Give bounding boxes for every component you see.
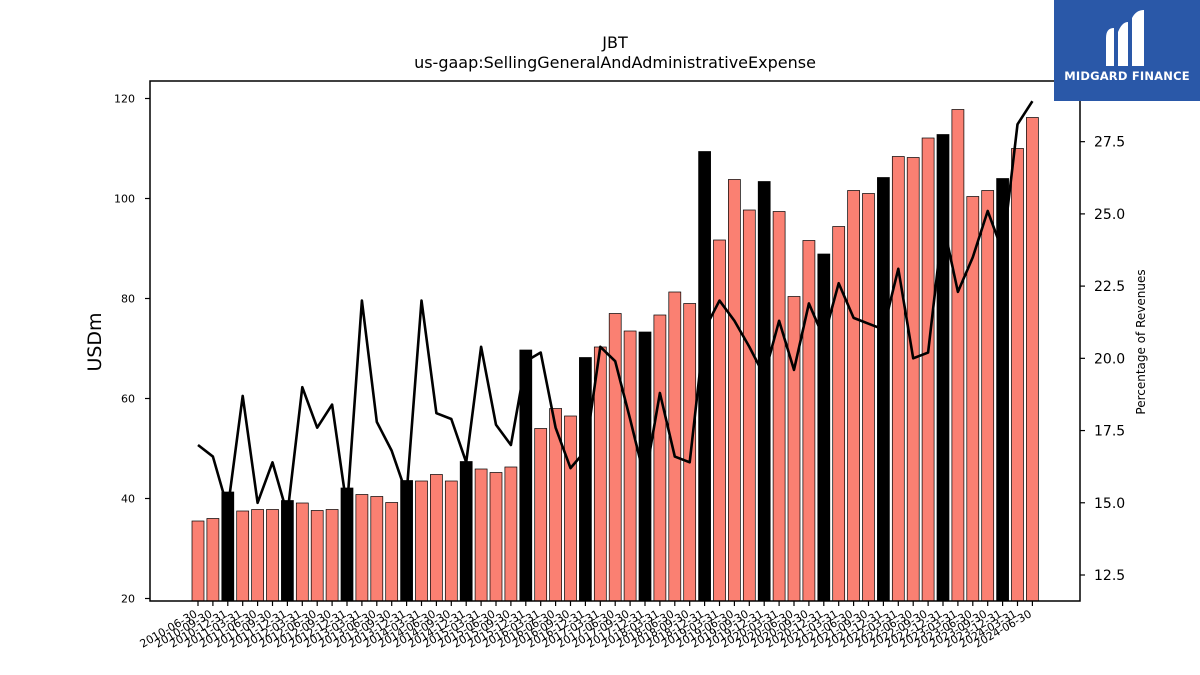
bar-quarter bbox=[370, 496, 384, 602]
bar-annual bbox=[936, 134, 950, 602]
bar-quarter bbox=[1011, 148, 1024, 602]
bar-quarter bbox=[653, 314, 667, 602]
bar-quarter bbox=[981, 190, 995, 602]
bar-quarter bbox=[430, 474, 443, 602]
y2-tick-label: 25.0 bbox=[1094, 207, 1125, 223]
bar-quarter bbox=[504, 466, 518, 602]
y-tick-label: 120 bbox=[114, 93, 135, 106]
line-group bbox=[197, 100, 1034, 516]
bar-quarter bbox=[787, 296, 801, 602]
bar-quarter bbox=[891, 156, 905, 602]
bar-quarter bbox=[295, 502, 309, 602]
y-tick-label: 20 bbox=[121, 593, 135, 606]
bar-quarter bbox=[906, 157, 920, 602]
bar-quarter bbox=[713, 239, 726, 602]
bar-quarter bbox=[728, 179, 741, 602]
y2-tick-label: 20.0 bbox=[1094, 351, 1125, 367]
bar-quarter bbox=[266, 509, 279, 602]
y-axis-label: USDm bbox=[84, 312, 106, 371]
bar-quarter bbox=[862, 193, 875, 602]
y-tick-label: 100 bbox=[114, 193, 135, 206]
bar-annual bbox=[757, 181, 771, 602]
bar-quarter bbox=[251, 509, 264, 602]
y-tick-label: 60 bbox=[121, 393, 135, 406]
bar-quarter bbox=[623, 330, 637, 602]
bar-quarter bbox=[921, 137, 935, 602]
bar-quarter bbox=[668, 291, 682, 602]
bar-quarter bbox=[236, 510, 250, 602]
y2-tick-label: 22.5 bbox=[1094, 279, 1125, 295]
bar-quarter bbox=[742, 209, 756, 602]
y2-tick-label: 15.0 bbox=[1094, 496, 1125, 512]
bar-quarter bbox=[1026, 117, 1039, 602]
bar-quarter bbox=[310, 510, 324, 602]
logo-text: MIDGARD FINANCE bbox=[1064, 69, 1190, 83]
y2-axis-label: Percentage of Revenues bbox=[1134, 269, 1148, 414]
y-tick-label: 40 bbox=[121, 493, 135, 506]
logo-mark-icon bbox=[1106, 10, 1144, 66]
bar-quarter bbox=[385, 502, 399, 602]
y2-tick-label: 12.5 bbox=[1094, 568, 1125, 584]
bar-quarter bbox=[474, 468, 488, 602]
chart-title: JBT bbox=[601, 33, 628, 52]
x-ticks-group: 2010-06-302010-09-302010-12-312011-03-31… bbox=[138, 601, 1034, 651]
bar-quarter bbox=[564, 415, 577, 602]
bar-annual bbox=[817, 253, 831, 602]
bar-quarter bbox=[206, 518, 220, 602]
y-tick-label: 80 bbox=[121, 293, 135, 306]
bar-annual bbox=[400, 480, 413, 602]
bar-quarter bbox=[802, 240, 816, 602]
bar-quarter bbox=[951, 109, 965, 602]
bar-quarter bbox=[325, 509, 339, 602]
brand-logo: MIDGARD FINANCE bbox=[1054, 0, 1200, 101]
bar-quarter bbox=[355, 494, 369, 602]
y2-tick-label: 17.5 bbox=[1094, 424, 1125, 440]
plot-frame bbox=[149, 80, 1081, 602]
bar-quarter bbox=[772, 211, 786, 602]
bar-quarter bbox=[489, 472, 503, 602]
bar-quarter bbox=[847, 190, 860, 602]
bar-quarter bbox=[534, 428, 548, 602]
bar-quarter bbox=[444, 480, 458, 602]
percentage-line bbox=[197, 100, 1034, 516]
bar-annual bbox=[877, 177, 890, 602]
chart-subtitle: us-gaap:SellingGeneralAndAdministrativeE… bbox=[414, 53, 816, 72]
bar-annual bbox=[579, 357, 592, 602]
bar-quarter bbox=[191, 520, 205, 602]
axes-group: 20 40 60 80 100 120 12.5 15.0 17.5 20.0 22.5 25.0 27… bbox=[114, 93, 1125, 606]
bar-annual bbox=[459, 461, 473, 602]
bar-quarter bbox=[415, 480, 428, 602]
y2-tick-label: 27.5 bbox=[1094, 135, 1125, 151]
